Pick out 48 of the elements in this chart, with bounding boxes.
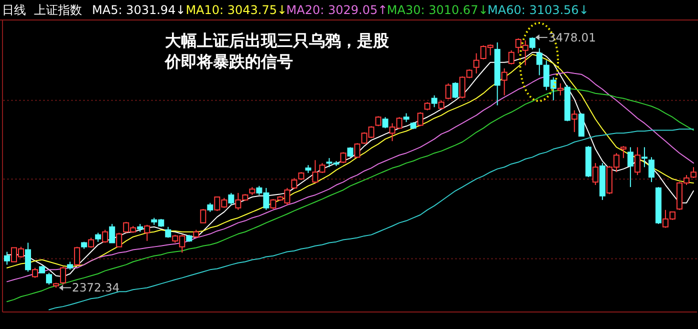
candlestick	[501, 68, 508, 96]
annotation: 2372.34	[72, 280, 120, 295]
candlestick	[690, 166, 696, 178]
candlestick	[25, 242, 32, 272]
candlestick	[228, 192, 234, 206]
candlestick	[116, 232, 122, 248]
candlestick	[641, 146, 648, 168]
candlestick	[571, 110, 578, 133]
candlestick	[620, 146, 626, 159]
candlestick	[634, 146, 640, 176]
candlestick	[95, 232, 102, 242]
candlestick	[200, 208, 206, 224]
candlestick	[74, 246, 80, 266]
candlestick	[32, 267, 38, 278]
candlestick	[648, 156, 654, 183]
candlestick	[144, 224, 150, 242]
candlestick	[508, 50, 514, 65]
annotation: 大幅上证后出现三只乌鸦，是股价即将暴跌的信号	[164, 31, 390, 71]
candlestick	[102, 229, 108, 244]
text: MA5: 3031.94↓	[92, 3, 186, 17]
candlestick	[578, 112, 584, 137]
chart-subtitle: 上证指数	[34, 3, 82, 17]
candlestick	[452, 82, 458, 99]
candlestick	[627, 146, 634, 188]
text: MA60: 3103.56↓	[488, 3, 589, 17]
candlestick	[165, 226, 172, 238]
candlestick	[417, 112, 424, 127]
candlestick	[207, 202, 214, 212]
candlestick	[431, 94, 438, 108]
candlestick	[473, 52, 480, 74]
candlestick	[4, 251, 10, 266]
text: MA20: 3029.05↑	[286, 3, 388, 17]
candlestick	[557, 82, 564, 96]
chart-title: 日线	[2, 3, 26, 17]
text: MA10: 3043.75↓	[186, 3, 288, 17]
candlestick	[291, 177, 298, 190]
candlestick	[340, 152, 346, 164]
candlestick	[529, 36, 536, 50]
candlestick	[592, 162, 598, 186]
candlestick	[354, 142, 360, 159]
text: MA30: 3010.67↓	[386, 3, 488, 17]
candlestick	[109, 223, 116, 244]
candlestick	[536, 48, 542, 76]
annotation: 3478.01	[548, 30, 596, 44]
candlestick	[347, 146, 354, 158]
candlestick	[46, 272, 52, 286]
candlestick	[382, 116, 388, 129]
candlestick	[445, 82, 452, 100]
